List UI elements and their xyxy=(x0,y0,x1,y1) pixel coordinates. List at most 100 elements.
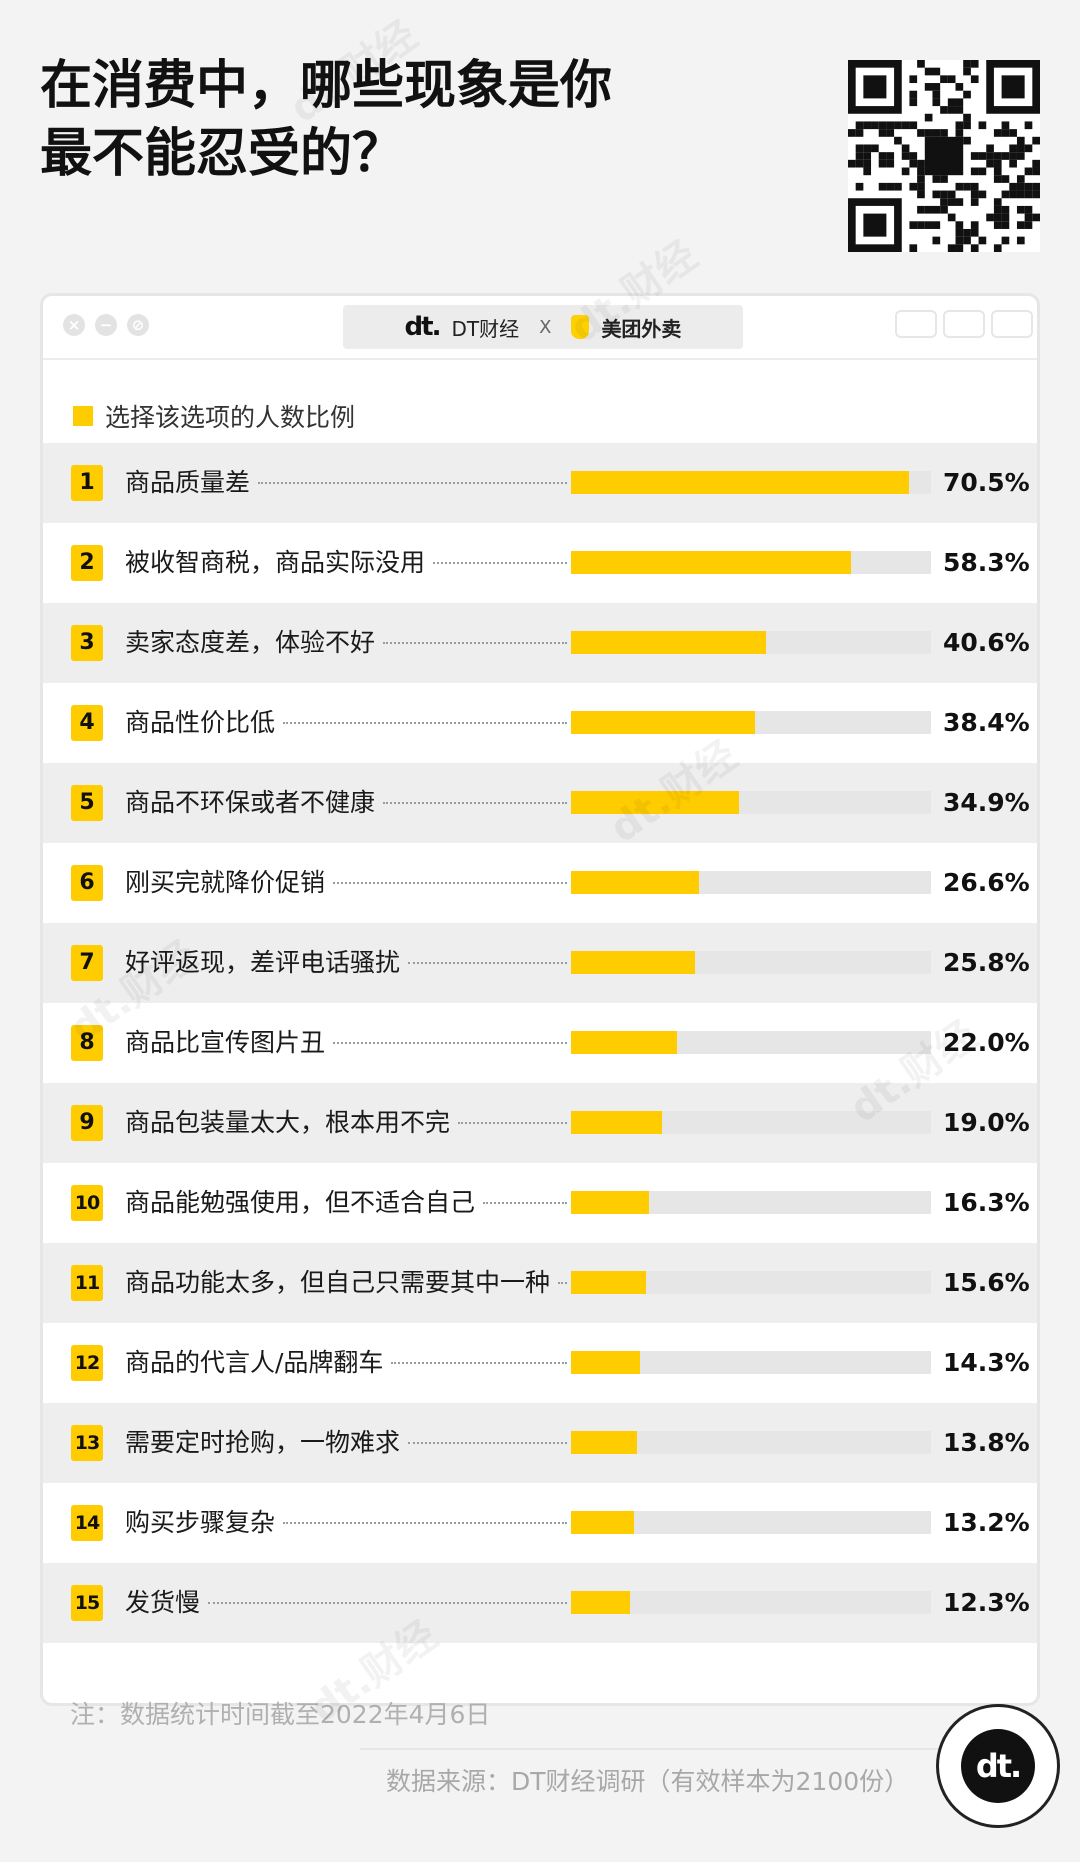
bar xyxy=(571,951,695,974)
value-label: 38.4% xyxy=(943,708,1030,737)
meituan-brand-name: 美团外卖 xyxy=(601,316,682,341)
bar xyxy=(571,711,756,734)
category-label: 被收智商税，商品实际没用 xyxy=(125,548,426,577)
rank-badge: 11 xyxy=(71,1265,103,1301)
category-label: 商品质量差 xyxy=(125,468,251,497)
bar-row: 9 商品包装量太大，根本用不完 19.0% xyxy=(43,1083,1037,1163)
value-label: 22.0% xyxy=(943,1028,1030,1057)
bar-track xyxy=(571,1591,931,1614)
category-label: 商品不环保或者不健康 xyxy=(125,788,376,817)
bar-track xyxy=(571,1031,931,1054)
rank-badge: 8 xyxy=(71,1025,103,1061)
dt-brand-name: DT财经 xyxy=(451,316,520,341)
bar xyxy=(571,1271,646,1294)
leader-dots xyxy=(483,1202,567,1204)
footnote: 注：数据统计时间截至2022年4月6日 xyxy=(70,1700,491,1729)
legend-swatch xyxy=(73,406,93,426)
bar-track xyxy=(571,631,931,654)
chart-legend: 选择该选项的人数比例 xyxy=(73,398,355,434)
rank-badge: 10 xyxy=(71,1185,103,1221)
bar xyxy=(571,551,851,574)
bar xyxy=(571,1191,650,1214)
dt-logo: dt. xyxy=(404,312,442,342)
value-label: 12.3% xyxy=(943,1588,1030,1617)
leader-dots xyxy=(283,1522,567,1524)
record-icon xyxy=(895,310,937,338)
rank-badge: 4 xyxy=(71,705,103,741)
bar-track xyxy=(571,1271,931,1294)
bar xyxy=(571,471,910,494)
category-label: 商品性价比低 xyxy=(125,708,276,737)
value-label: 26.6% xyxy=(943,868,1030,897)
category-label: 刚买完就降价促销 xyxy=(125,868,326,897)
leader-dots xyxy=(383,802,567,804)
collab-x: X xyxy=(539,316,552,338)
copy-icon xyxy=(991,310,1033,338)
leader-dots xyxy=(433,562,567,564)
rank-badge: 7 xyxy=(71,945,103,981)
value-label: 34.9% xyxy=(943,788,1030,817)
leader-dots xyxy=(408,962,567,964)
rank-badge: 9 xyxy=(71,1105,103,1141)
bar-row: 8 商品比宣传图片丑 22.0% xyxy=(43,1003,1037,1083)
value-label: 40.6% xyxy=(943,628,1030,657)
rank-badge: 14 xyxy=(71,1505,103,1541)
bar xyxy=(571,1351,640,1374)
leader-dots xyxy=(258,482,567,484)
bar-row: 3 卖家态度差，体验不好 40.6% xyxy=(43,603,1037,683)
value-label: 14.3% xyxy=(943,1348,1030,1377)
category-label: 商品能勉强使用，但不适合自己 xyxy=(125,1188,476,1217)
legend-label: 选择该选项的人数比例 xyxy=(105,403,356,432)
bar-row: 15 发货慢 12.3% xyxy=(43,1563,1037,1643)
value-label: 25.8% xyxy=(943,948,1030,977)
bar-row: 13 需要定时抢购，一物难求 13.8% xyxy=(43,1403,1037,1483)
chart-card: × − ⊘ dt. DT财经 X 美团外卖 选择该选项的人数比例 1 商品质量差 7… xyxy=(40,293,1040,1706)
footer-band xyxy=(360,1748,980,1814)
value-label: 13.2% xyxy=(943,1508,1030,1537)
value-label: 70.5% xyxy=(943,468,1030,497)
bar-track xyxy=(571,471,931,494)
bar-row: 11 商品功能太多，但自己只需要其中一种 15.6% xyxy=(43,1243,1037,1323)
category-label: 好评返现，差评电话骚扰 xyxy=(125,948,401,977)
leader-dots xyxy=(208,1602,567,1604)
value-label: 15.6% xyxy=(943,1268,1030,1297)
value-label: 16.3% xyxy=(943,1188,1030,1217)
bar xyxy=(571,871,699,894)
bar-track xyxy=(571,1431,931,1454)
leader-dots xyxy=(333,1042,567,1044)
dt-badge: dt. xyxy=(936,1704,1060,1828)
bar-row: 10 商品能勉强使用，但不适合自己 16.3% xyxy=(43,1163,1037,1243)
rank-badge: 13 xyxy=(71,1425,103,1461)
value-label: 13.8% xyxy=(943,1428,1030,1457)
category-label: 需要定时抢购，一物难求 xyxy=(125,1428,401,1457)
bar xyxy=(571,1111,663,1134)
bar xyxy=(571,1511,635,1534)
leader-dots xyxy=(283,722,567,724)
qr-code xyxy=(848,60,1040,252)
brand-bar: dt. DT财经 X 美团外卖 xyxy=(343,305,743,349)
leader-dots xyxy=(458,1122,567,1124)
rank-badge: 15 xyxy=(71,1585,103,1621)
rank-badge: 12 xyxy=(71,1345,103,1381)
window-topbar: × − ⊘ dt. DT财经 X 美团外卖 xyxy=(43,296,1037,360)
value-label: 19.0% xyxy=(943,1108,1030,1137)
category-label: 发货慢 xyxy=(125,1588,201,1617)
data-source: 数据来源：DT财经调研（有效样本为2100份） xyxy=(386,1767,910,1796)
qr-code-image xyxy=(848,60,1040,252)
rank-badge: 3 xyxy=(71,625,103,661)
leader-dots xyxy=(333,882,567,884)
bar-row: 2 被收智商税，商品实际没用 58.3% xyxy=(43,523,1037,603)
bar xyxy=(571,631,766,654)
leader-dots xyxy=(558,1282,567,1284)
bar-track xyxy=(571,551,931,574)
category-label: 商品比宣传图片丑 xyxy=(125,1028,326,1057)
leader-dots xyxy=(408,1442,567,1444)
bar-track xyxy=(571,1351,931,1374)
category-label: 卖家态度差，体验不好 xyxy=(125,628,376,657)
rank-badge: 6 xyxy=(71,865,103,901)
bar-row: 4 商品性价比低 38.4% xyxy=(43,683,1037,763)
meituan-icon xyxy=(571,315,590,339)
close-icon: × xyxy=(63,314,85,336)
rank-badge: 1 xyxy=(71,465,103,501)
bar xyxy=(571,791,739,814)
